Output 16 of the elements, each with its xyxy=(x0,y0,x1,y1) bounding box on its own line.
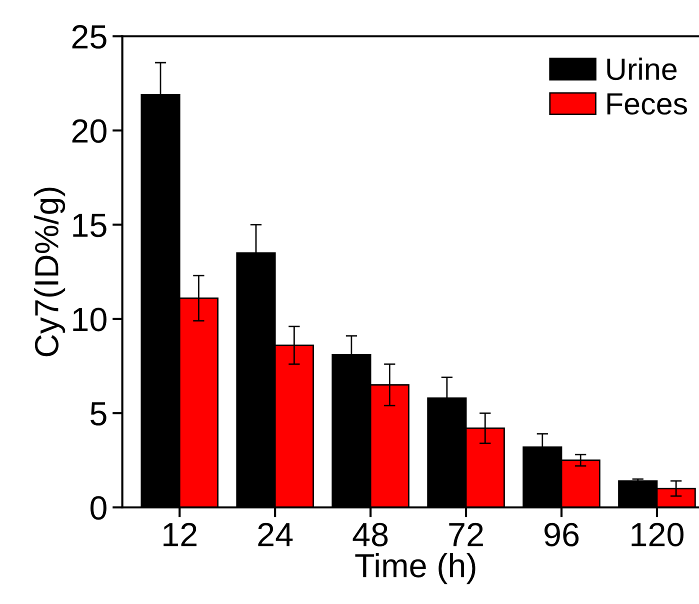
x-tick-label: 96 xyxy=(544,522,579,546)
y-tick-label: 20 xyxy=(72,119,106,143)
y-tick-label: 25 xyxy=(72,25,106,49)
x-tick-label: 72 xyxy=(449,522,483,546)
legend-label: Urine xyxy=(607,58,677,80)
y-tick-label: 10 xyxy=(73,308,106,332)
y-tick-label: 5 xyxy=(90,402,106,426)
x-axis-title: Time (h) xyxy=(355,553,476,584)
x-tick-label: 24 xyxy=(258,522,293,546)
x-tick-label: 12 xyxy=(164,522,196,546)
y-tick-label: 15 xyxy=(73,214,106,238)
y-axis-title: Cy7(ID%/g) xyxy=(34,188,66,356)
x-tick-label: 48 xyxy=(352,522,388,546)
y-tick-label: 0 xyxy=(90,496,106,520)
legend-label: Feces xyxy=(607,93,687,115)
x-tick-label: 120 xyxy=(632,522,684,546)
